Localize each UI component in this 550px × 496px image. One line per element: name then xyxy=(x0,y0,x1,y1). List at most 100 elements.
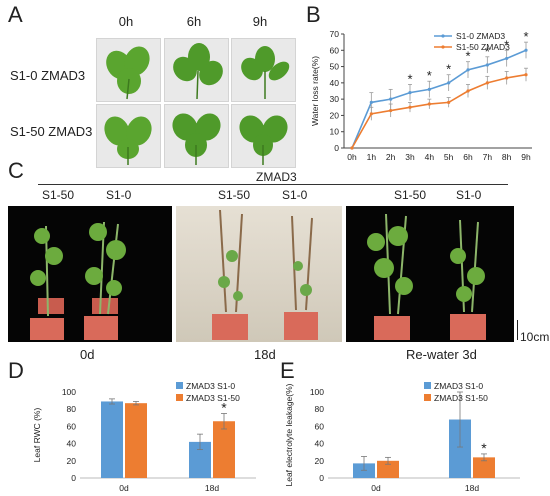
y-axis-label: Water loss rate(%) xyxy=(310,56,320,126)
significance-marker: * xyxy=(221,400,227,416)
bar xyxy=(125,403,147,478)
leaf-rwc-chart: 0 20 40 60 80 100 Leaf RWC (%) 0d 18d * ZMAD3 S1-0… xyxy=(32,381,256,493)
photo-label-s1-0-b: S1-0 xyxy=(282,188,308,202)
photo-caption-rewater-3d: Re-water 3d xyxy=(406,347,477,362)
y-tick-label: 20 xyxy=(330,110,340,120)
y-tick-label: 40 xyxy=(67,439,77,449)
data-point xyxy=(427,87,431,91)
data-point xyxy=(369,112,373,116)
legend-marker-2 xyxy=(441,45,445,49)
time-label-0h: 0h xyxy=(118,14,134,29)
significance-marker: * xyxy=(427,68,432,83)
x-tick-label: 1h xyxy=(367,152,377,162)
data-point xyxy=(427,102,431,106)
bar xyxy=(449,419,471,478)
y-tick-label: 80 xyxy=(67,404,77,414)
significance-marker: * xyxy=(523,29,528,44)
data-point xyxy=(350,146,354,150)
leaf-photo-s1-0-9h xyxy=(231,38,296,102)
bar xyxy=(473,457,495,478)
panel-letter-b: B xyxy=(306,2,321,27)
legend-swatch-2 xyxy=(176,394,183,401)
x-tick-label: 6h xyxy=(463,152,473,162)
y-tick-label: 20 xyxy=(67,456,77,466)
legend-label-1: ZMAD3 S1-0 xyxy=(434,381,483,391)
legend-label-1: S1-0 ZMAD3 xyxy=(456,31,505,41)
data-point xyxy=(505,76,509,80)
data-point xyxy=(524,73,528,77)
y-tick-label: 80 xyxy=(315,404,325,414)
bar xyxy=(101,401,123,478)
data-point xyxy=(447,100,451,104)
y-axis-label: Leaf electrolyte leakage(%) xyxy=(284,383,294,486)
y-tick-label: 60 xyxy=(330,45,340,55)
y-tick-label: 20 xyxy=(315,456,325,466)
x-tick-label: 7h xyxy=(483,152,493,162)
data-point xyxy=(505,56,509,61)
y-tick-label: 10 xyxy=(330,127,340,137)
scale-label: 10cm xyxy=(520,330,550,344)
data-point xyxy=(408,105,412,109)
y-tick-label: 40 xyxy=(330,78,340,88)
data-point xyxy=(466,89,470,93)
significance-marker: * xyxy=(446,62,451,77)
bar xyxy=(353,463,375,478)
data-point xyxy=(447,81,451,85)
x-tick-label: 4h xyxy=(425,152,435,162)
significance-marker: * xyxy=(504,37,509,52)
leaf-photo-s1-0-0h xyxy=(96,38,161,102)
data-point xyxy=(466,68,470,72)
panel-letter-d: D xyxy=(8,358,24,383)
y-tick-label: 30 xyxy=(330,94,340,104)
x-tick-label: 9h xyxy=(521,152,531,162)
significance-marker: * xyxy=(481,440,487,456)
photo-caption-18d: 18d xyxy=(254,347,276,362)
plant-photo-0d xyxy=(8,206,172,342)
bar xyxy=(213,421,235,478)
leaf-photo-s1-50-6h xyxy=(164,104,229,168)
photo-label-s1-0-c: S1-0 xyxy=(456,188,482,202)
y-tick-label: 0 xyxy=(71,473,76,483)
series-line-2 xyxy=(351,73,527,149)
x-tick-label: 18d xyxy=(465,483,479,493)
time-label-6h: 6h xyxy=(186,14,202,29)
time-label-9h: 9h xyxy=(252,14,268,29)
y-tick-label: 50 xyxy=(330,62,340,72)
y-axis-label: Leaf RWC (%) xyxy=(32,408,42,463)
data-point xyxy=(369,100,373,104)
x-tick-label: 0d xyxy=(119,483,129,493)
leaf-photo-s1-50-0h xyxy=(96,104,161,168)
y-tick-label: 70 xyxy=(330,29,340,39)
legend-swatch-2 xyxy=(424,394,431,401)
panel-letter-a: A xyxy=(8,2,23,27)
data-point xyxy=(408,91,412,95)
legend-swatch-1 xyxy=(176,382,183,389)
photo-label-s1-50-b: S1-50 xyxy=(218,188,251,202)
panel-letter-e: E xyxy=(280,358,295,383)
y-tick-label: 40 xyxy=(315,439,325,449)
data-point xyxy=(389,108,393,113)
photo-label-s1-50-c: S1-50 xyxy=(394,188,427,202)
legend-label-2: ZMAD3 S1-50 xyxy=(186,393,240,403)
x-tick-label: 5h xyxy=(444,152,454,162)
legend-label-1: ZMAD3 S1-0 xyxy=(186,381,235,391)
plant-photo-rewater-3d xyxy=(346,206,514,342)
significance-marker: * xyxy=(485,44,490,59)
x-tick-label: 18d xyxy=(205,483,219,493)
x-tick-label: 0d xyxy=(371,483,381,493)
legend-swatch-1 xyxy=(424,382,431,389)
photo-label-s1-50-a: S1-50 xyxy=(42,188,75,202)
significance-marker: * xyxy=(465,49,470,64)
row-label-s1-50: S1-50 ZMAD3 xyxy=(10,124,93,139)
y-tick-label: 100 xyxy=(62,387,76,397)
plant-photo-18d xyxy=(176,206,342,342)
y-tick-label: 60 xyxy=(315,421,325,431)
electrolyte-leakage-chart: 0 20 40 60 80 100 Leaf electrolyte leakage(%) 0… xyxy=(284,381,520,493)
data-point xyxy=(524,48,528,52)
y-tick-label: 100 xyxy=(310,387,324,397)
leaf-photo-s1-50-9h xyxy=(231,104,296,168)
x-tick-label: 2h xyxy=(386,152,396,162)
y-tick-label: 0 xyxy=(334,143,339,153)
scale-bar xyxy=(517,320,518,340)
panel-letter-c: C xyxy=(8,158,24,183)
